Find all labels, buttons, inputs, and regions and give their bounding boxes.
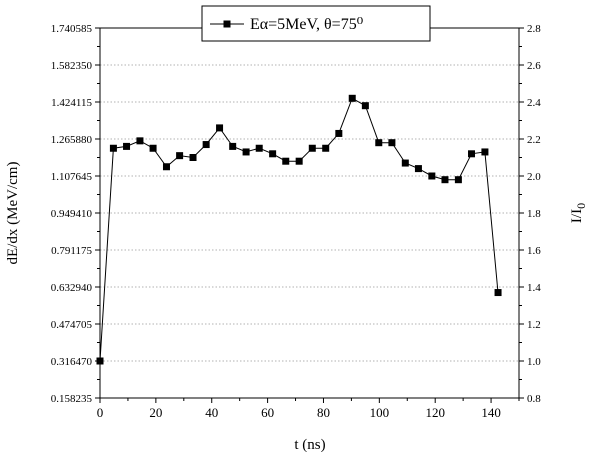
data-point	[149, 144, 157, 152]
data-point	[269, 150, 277, 158]
data-point	[388, 139, 396, 147]
data-point	[441, 176, 449, 184]
x-tick-label: 120	[425, 405, 445, 420]
data-point	[361, 102, 369, 110]
y2-tick-label: 2.6	[527, 60, 541, 72]
data-point	[375, 139, 383, 147]
data-point	[96, 357, 104, 365]
data-point	[308, 144, 316, 152]
data-point	[468, 150, 476, 158]
y-tick-label: 1.424115	[51, 97, 92, 109]
data-point	[229, 142, 237, 150]
y-tick-label: 0.158235	[51, 393, 93, 405]
x-axis-title: t (ns)	[294, 437, 325, 452]
legend-label: Eα=5MeV, θ=75⁰	[250, 16, 363, 33]
grid-lines	[100, 64, 519, 362]
y-tick-label: 0.316470	[51, 356, 93, 368]
y-tick-label: 0.632940	[51, 282, 93, 294]
x-tick-label: 80	[317, 405, 330, 420]
y2-axis-title: I/I0	[569, 203, 588, 223]
y2-tick-label: 1.4	[527, 282, 541, 294]
data-point	[136, 137, 144, 145]
data-point	[216, 124, 224, 132]
data-point	[322, 144, 330, 152]
data-point	[481, 148, 489, 156]
y-tick-label: 1.107645	[51, 171, 93, 183]
y-tick-label: 0.474705	[51, 319, 93, 331]
data-point	[189, 154, 197, 161]
y2-tick-label: 1.0	[527, 356, 541, 368]
y-axis-title: dE/dx (MeV/cm)	[5, 162, 21, 265]
data-point	[348, 94, 356, 102]
series-line	[99, 97, 499, 362]
legend-marker-sample	[223, 20, 231, 28]
x-tick-label: 0	[97, 405, 104, 420]
data-point	[282, 157, 290, 165]
y-tick-label: 0.791175	[51, 245, 92, 257]
legend: Eα=5MeV, θ=75⁰	[201, 5, 431, 42]
y2-axis-subscript: 0	[574, 203, 588, 209]
x-tick-label: 140	[481, 405, 501, 420]
data-point	[162, 163, 170, 171]
data-point	[295, 157, 303, 165]
plot-frame	[99, 27, 520, 399]
y2-tick-label: 1.8	[527, 208, 541, 220]
y2-tick-label: 2.4	[527, 97, 541, 109]
y-tick-label: 0.949410	[51, 208, 93, 220]
data-point	[414, 165, 422, 173]
x-tick-label: 20	[149, 405, 162, 420]
x-tick-label: 60	[261, 405, 274, 420]
data-point	[176, 152, 184, 160]
data-point	[202, 141, 210, 149]
x-tick-label: 100	[370, 405, 390, 420]
y-tick-label: 1.582350	[51, 60, 93, 72]
y2-tick-label: 0.8	[527, 393, 541, 405]
data-point	[242, 148, 250, 156]
y2-tick-label: 1.6	[527, 245, 541, 257]
axis-ticks: 0.158235 0.8 0.316470 1.0 0.474705 1.2 0.63294…	[51, 23, 542, 420]
y2-tick-label: 2.0	[527, 171, 541, 183]
data-point	[428, 172, 436, 180]
data-point	[401, 159, 409, 167]
data-point	[123, 142, 131, 150]
y2-tick-label: 2.8	[527, 23, 541, 35]
y2-tick-label: 1.2	[527, 319, 541, 331]
x-tick-label: 40	[205, 405, 218, 420]
data-point	[494, 289, 502, 297]
y-tick-label: 1.740585	[51, 23, 93, 35]
data-point	[109, 144, 117, 152]
y2-tick-label: 2.2	[527, 134, 541, 146]
data-point	[335, 129, 343, 137]
data-series	[96, 94, 502, 365]
y-tick-label: 1.265880	[51, 134, 93, 146]
data-point	[255, 144, 263, 152]
data-point	[454, 176, 462, 184]
